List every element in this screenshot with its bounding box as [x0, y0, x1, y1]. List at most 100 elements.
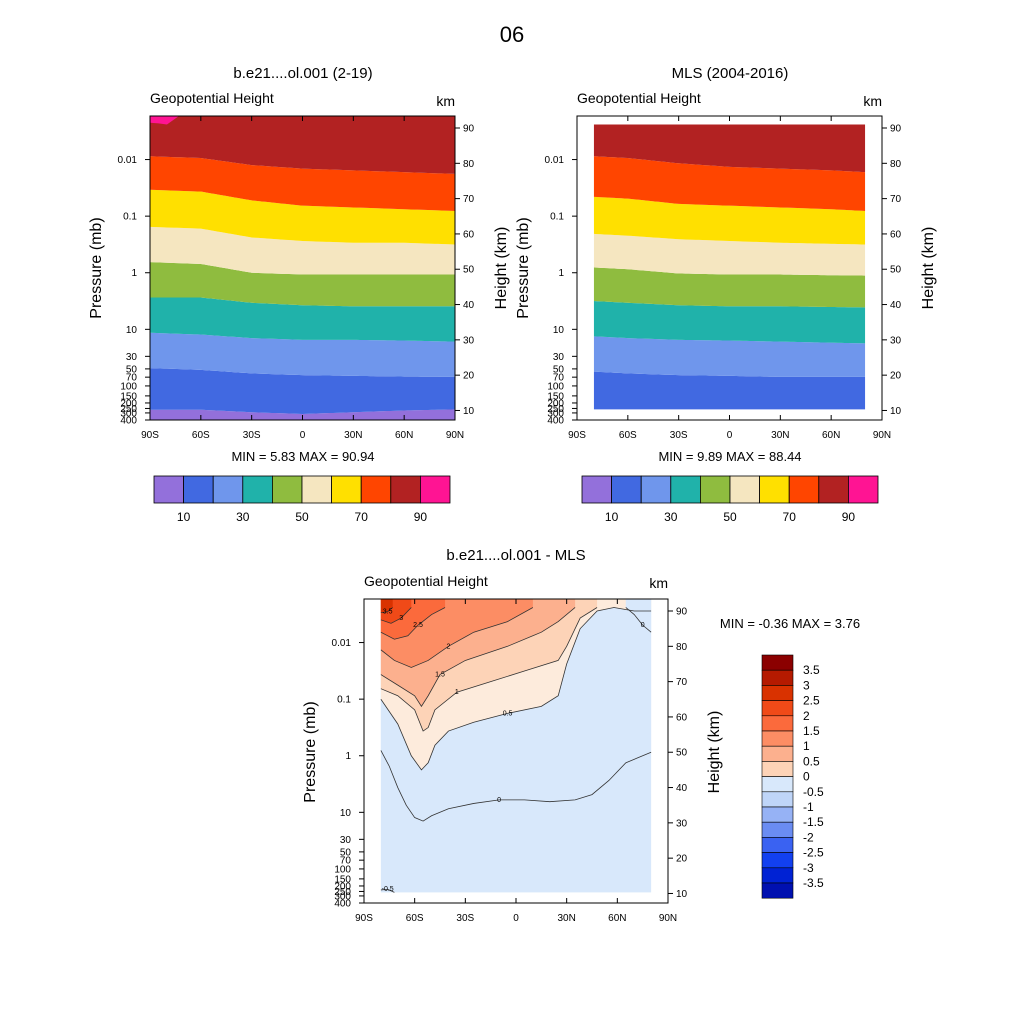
x-tick-label: 30S [456, 913, 474, 924]
colorbar-label: -0.5 [803, 785, 824, 799]
colorbar-box [761, 882, 794, 899]
colorbar-box [700, 475, 731, 504]
colorbar-label: 3 [803, 678, 810, 692]
colorbar-box [271, 475, 303, 504]
contour-band [150, 262, 455, 307]
colorbar-label: 0.5 [803, 754, 820, 768]
x-tick-label: 0 [727, 430, 733, 441]
contour-band [150, 156, 455, 211]
right-tick-label: 10 [676, 889, 688, 900]
contour-band [593, 156, 866, 211]
right-tick-label: 20 [463, 371, 475, 382]
colorbar-label: 90 [842, 510, 856, 524]
y-tick-label: 150 [547, 391, 564, 402]
panel-mls: 90S 60S 30S 0 30N 60N 90N0.010.111030507010015… [515, 65, 937, 464]
colorbar-box [301, 475, 333, 504]
colorbar-label: -1.5 [803, 815, 824, 829]
x-tick-label: 90N [873, 430, 891, 441]
y-tick-label: 50 [126, 364, 138, 375]
colorbar-model: 10 30 50 70 90 [153, 475, 451, 524]
contour-line [625, 607, 652, 633]
colorbar-label: -3 [803, 861, 814, 875]
left-string: Geopotential Height [364, 573, 488, 589]
contour-band [150, 226, 455, 275]
y-tick-label: 10 [340, 808, 352, 819]
colorbar-box [788, 475, 820, 504]
x-tick-label: 90S [355, 913, 373, 924]
right-tick-label: 30 [676, 818, 688, 829]
colorbar-box [761, 730, 794, 747]
right-tick-label: 40 [463, 300, 475, 311]
colorbar-label: 90 [414, 510, 428, 524]
right-string: km [649, 575, 668, 591]
right-tick-label: 50 [676, 748, 688, 759]
right-tick-label: 50 [890, 265, 902, 276]
contour-label: 0 [641, 622, 645, 629]
contour-line [380, 607, 446, 640]
y-tick-label: 70 [126, 373, 138, 384]
colorbar-diff: 3.53 2.521.510.5 0-0.5-1-1.5-2 -2.5-3-3.5 [761, 654, 824, 899]
colorbar-box [761, 669, 794, 686]
contour-label: 2 [446, 643, 450, 650]
y-tick-label: 10 [126, 325, 138, 336]
colorbar-box [761, 745, 794, 762]
colorbar-box [360, 475, 392, 504]
y-tick-label: 250 [334, 887, 351, 898]
colorbar-label: 0 [803, 770, 810, 784]
contour-band [150, 116, 179, 125]
colorbar-box [640, 475, 672, 504]
min-max-text: MIN = 9.89 MAX = 88.44 [658, 449, 801, 464]
colorbar-box [670, 475, 701, 504]
contour-label: 0 [497, 797, 501, 804]
x-tick-label: 60N [822, 430, 840, 441]
y-tick-label: 0.1 [550, 212, 564, 223]
right-tick-label: 30 [890, 335, 902, 346]
right-tick-label: 90 [463, 124, 475, 135]
right-tick-label: 70 [463, 194, 475, 205]
x-tick-label: 60N [395, 430, 413, 441]
y-tick-label: 0.01 [332, 638, 352, 649]
colorbar-box [761, 821, 794, 838]
y-tick-label: 1 [131, 268, 137, 279]
colorbar-label: 50 [295, 510, 309, 524]
colorbar-box [761, 791, 794, 808]
colorbar-label: -2 [803, 830, 814, 844]
contour-label: 1 [455, 689, 459, 696]
right-tick-label: 50 [463, 265, 475, 276]
contour-label: 2.5 [413, 622, 423, 629]
y-tick-label: 0.1 [123, 212, 137, 223]
right-string: km [863, 93, 882, 109]
y-axis-label-right: Height (km) [493, 227, 510, 310]
colorbar-box [761, 761, 794, 777]
contour-band [593, 301, 866, 344]
colorbar-label: 3.5 [803, 663, 820, 677]
right-tick-label: 20 [890, 371, 902, 382]
contour-line [380, 607, 412, 624]
y-axis-label-right: Height (km) [920, 227, 937, 310]
contour-label: 3.5 [383, 609, 393, 616]
y-axis-label: Pressure (mb) [302, 701, 319, 802]
colorbar-box [818, 475, 849, 504]
y-tick-label: 50 [340, 847, 352, 858]
right-tick-label: 60 [890, 229, 902, 240]
colorbar-label: 10 [177, 510, 191, 524]
colorbar-box [761, 654, 794, 671]
colorbar-box [761, 715, 794, 732]
y-tick-label: 1 [345, 751, 351, 762]
colorbar-label: 30 [236, 510, 250, 524]
contour-band [380, 599, 393, 613]
y-tick-label: 30 [126, 352, 138, 363]
right-tick-label: 90 [676, 607, 688, 618]
colorbar-box [729, 475, 761, 504]
contour-band [150, 189, 455, 245]
right-tick-label: 30 [463, 335, 475, 346]
colorbar-label: -3.5 [803, 876, 824, 890]
panel-title: b.e21....ol.001 - MLS [446, 547, 585, 564]
x-tick-label: 0 [300, 430, 306, 441]
x-tick-label: 90N [446, 430, 464, 441]
contour-band [593, 371, 866, 410]
right-tick-label: 60 [676, 712, 688, 723]
y-tick-label: 30 [340, 835, 352, 846]
contour-label: 1.5 [435, 672, 445, 679]
colorbar-box [761, 700, 794, 717]
